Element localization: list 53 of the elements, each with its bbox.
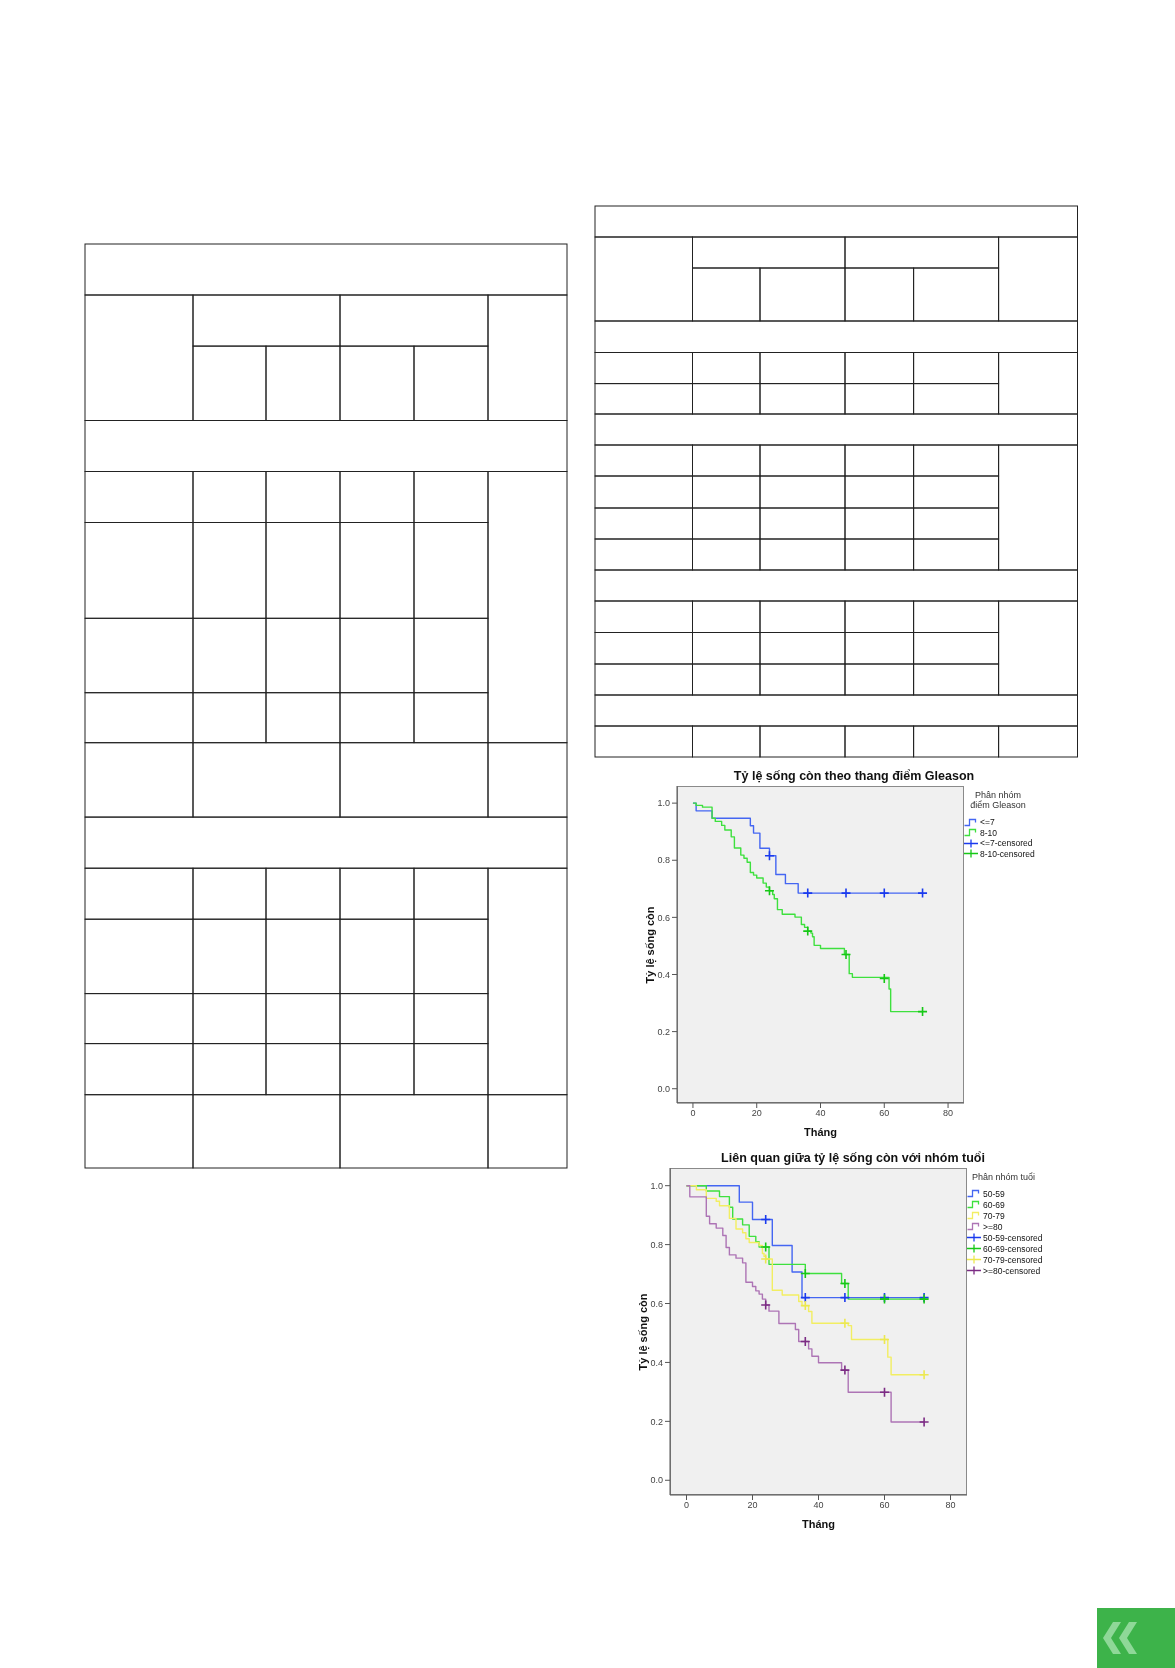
legend-label: >=80 — [983, 1221, 1003, 1232]
x-tick-label: 0 — [683, 1500, 690, 1511]
y-axis-title: Tỷ lệ sống còn — [637, 1292, 649, 1371]
x-axis-title: Tháng — [804, 1126, 837, 1138]
x-axis-title: Tháng — [802, 1518, 835, 1530]
legend-label: 8-10 — [980, 827, 998, 838]
y-tick-label: 0.0 — [650, 1475, 663, 1486]
x-tick-label: 20 — [747, 1500, 758, 1511]
legend-label: 50-59 — [983, 1188, 1005, 1199]
y-axis-title: Tỷ lệ sống còn — [644, 905, 656, 984]
legend-label: >=80-censored — [983, 1265, 1041, 1276]
y-tick-label: 0.6 — [657, 912, 670, 923]
point — [760, 1299, 771, 1311]
x-tick-label: 20 — [751, 1108, 762, 1119]
legend-title: Phân nhóm điểm Gleason — [969, 790, 1027, 810]
legend-label: 50-59-censored — [983, 1232, 1043, 1243]
point — [802, 925, 814, 937]
legend-label: <=7 — [980, 817, 995, 828]
point — [760, 1253, 771, 1265]
legend-label: 70-79-censored — [983, 1254, 1043, 1265]
legend-label: <=7-censored — [980, 838, 1033, 849]
y-tick-label: 1.0 — [657, 798, 670, 809]
y-tick-label: 0.4 — [657, 969, 670, 980]
legend-label: 60-69 — [983, 1199, 1005, 1210]
x-tick-label: 60 — [879, 1108, 890, 1119]
point — [802, 887, 814, 899]
y-tick-label: 0.8 — [650, 1239, 663, 1250]
point — [839, 1364, 851, 1376]
x-tick-label: 40 — [815, 1108, 826, 1119]
point — [918, 1369, 930, 1381]
x-tick-label: 80 — [945, 1500, 956, 1511]
point — [840, 887, 852, 899]
y-tick-label: 0.0 — [657, 1083, 670, 1094]
point — [839, 1317, 851, 1329]
chart-title: Liên quan giữa tỷ lệ sống còn với nhóm tuổi — [721, 1151, 985, 1165]
point — [760, 1241, 771, 1253]
legend-label: 70-79 — [983, 1210, 1005, 1221]
y-tick-label: 0.2 — [657, 1026, 670, 1037]
x-tick-label: 0 — [690, 1108, 696, 1119]
y-tick-label: 0.4 — [650, 1357, 663, 1368]
y-tick-label: 0.2 — [650, 1416, 663, 1427]
legend-label: 60-69-censored — [983, 1243, 1043, 1254]
chart-title: Tỷ lệ sống còn theo thang điểm Gleason — [733, 769, 975, 783]
legend-label: 8-10-censored — [980, 848, 1035, 859]
x-tick-label: 40 — [813, 1500, 824, 1511]
y-tick-label: 0.6 — [650, 1298, 663, 1309]
y-tick-label: 1.0 — [650, 1180, 663, 1191]
point — [918, 1416, 930, 1428]
x-tick-label: 60 — [879, 1500, 890, 1511]
legend-title: Phân nhóm tuổi — [971, 1172, 1037, 1182]
point — [878, 887, 890, 899]
y-tick-label: 0.8 — [657, 855, 670, 866]
x-tick-label: 80 — [943, 1108, 954, 1119]
